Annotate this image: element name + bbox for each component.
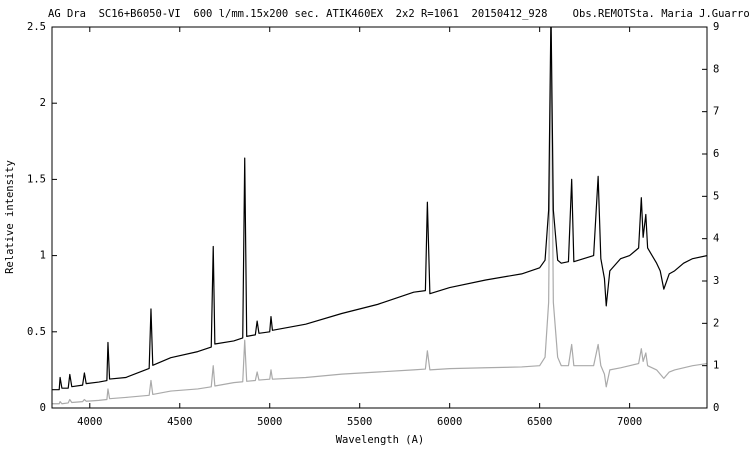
- chart-title: AG Dra SC16+B6050-VI 600 l/mm.15x200 sec…: [48, 8, 750, 20]
- y2-tick-label: 1: [713, 360, 719, 372]
- y2-tick-label: 7: [713, 106, 719, 118]
- spectrum-line: [52, 27, 707, 405]
- y-tick-label: 2: [40, 97, 46, 109]
- y2-tick-label: 6: [713, 148, 719, 160]
- y-tick-label: 0.5: [27, 326, 46, 338]
- y2-tick-label: 4: [713, 233, 719, 245]
- x-axis-label: Wavelength (A): [336, 434, 425, 446]
- plot-area: [52, 27, 707, 405]
- x-tick-label: 7000: [617, 416, 642, 428]
- x-tick-label: 6000: [437, 416, 462, 428]
- y2-tick-label: 8: [713, 63, 719, 75]
- x-tick-label: 6500: [527, 416, 552, 428]
- x-tick-label: 4500: [167, 416, 192, 428]
- y2-tick-label: 2: [713, 317, 719, 329]
- spectrum-line: [52, 27, 707, 391]
- x-tick-label: 5500: [347, 416, 372, 428]
- y-tick-label: 2.5: [27, 21, 46, 33]
- y-axis-label: Relative intensity: [4, 160, 16, 274]
- y-tick-label: 1.5: [27, 173, 46, 185]
- y2-tick-label: 0: [713, 402, 719, 414]
- y2-tick-label: 9: [713, 21, 719, 33]
- y2-tick-label: 3: [713, 275, 719, 287]
- x-tick-label: 4000: [77, 416, 102, 428]
- plot-frame: [51, 26, 708, 409]
- y2-tick-label: 5: [713, 190, 719, 202]
- x-tick-label: 5000: [257, 416, 282, 428]
- y-tick-label: 0: [40, 402, 46, 414]
- y-tick-label: 1: [40, 250, 46, 262]
